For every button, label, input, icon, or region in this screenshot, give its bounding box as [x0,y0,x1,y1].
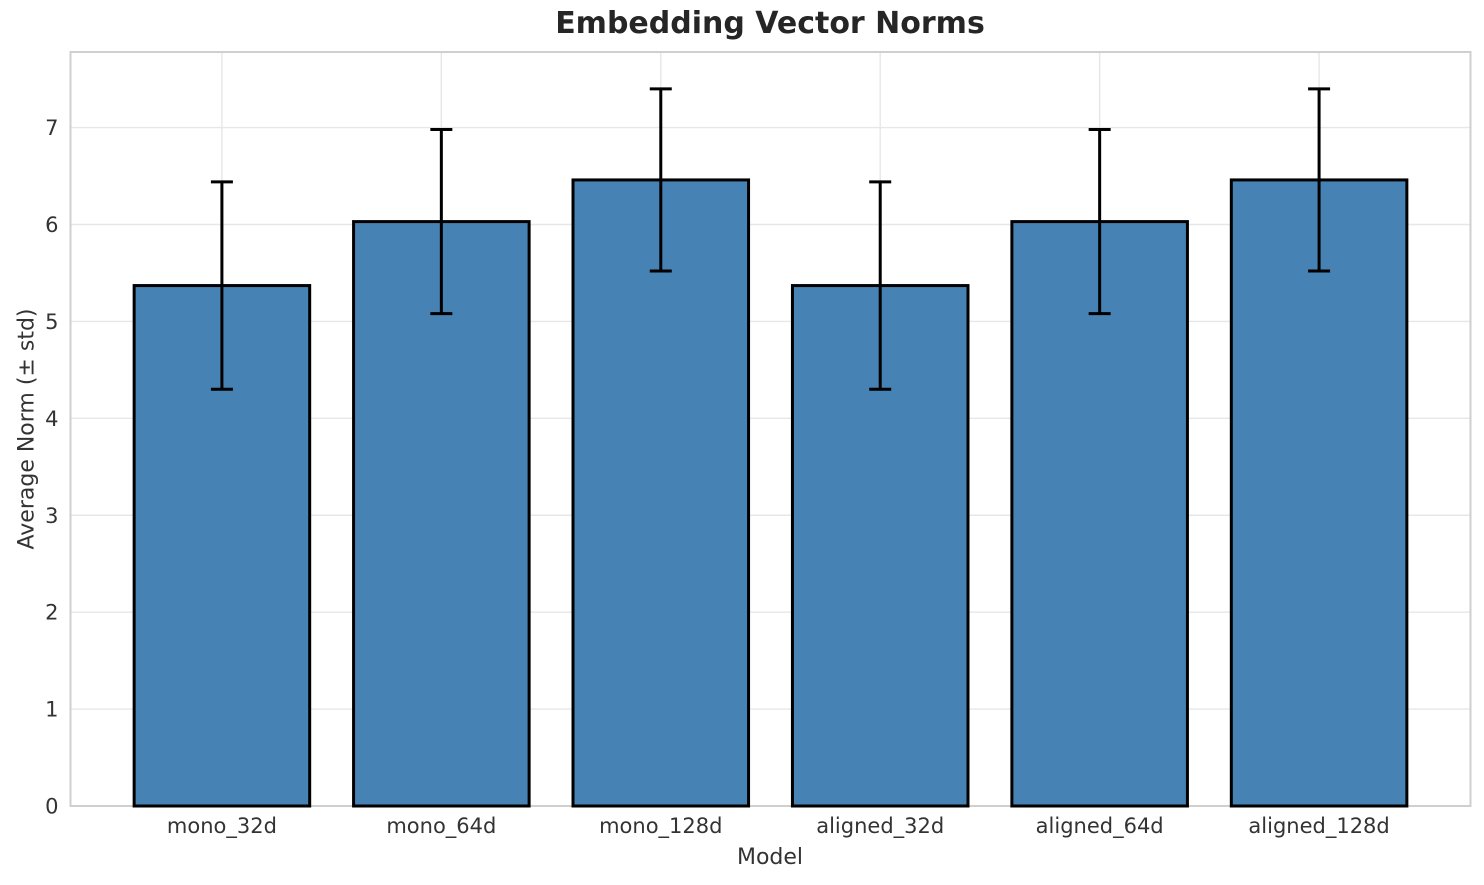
chart-title: Embedding Vector Norms [555,6,985,41]
y-tick-label: 1 [45,698,58,722]
x-tick-label: mono_32d [167,814,277,839]
plot-border [69,51,1472,807]
x-tick-label: mono_64d [386,814,496,839]
y-tick-label: 3 [45,504,58,528]
x-tick-label: aligned_128d [1248,814,1389,839]
y-tick-label: 2 [45,601,58,625]
bar-mono_64d [352,220,531,808]
y-tick-label: 7 [45,116,58,140]
x-tick-label: aligned_64d [1036,814,1164,839]
bar-mono_128d [571,178,751,808]
bar-aligned_64d [1010,220,1189,808]
x-tick-label: mono_128d [599,814,722,839]
y-tick-label: 5 [45,310,58,334]
y-tick-label: 6 [45,213,58,237]
x-axis-label: Model [736,845,804,870]
y-tick-label: 4 [45,407,58,431]
y-tick-label: 0 [45,795,58,819]
bar-aligned_128d [1229,178,1409,808]
x-tick-label: aligned_32d [816,814,944,839]
